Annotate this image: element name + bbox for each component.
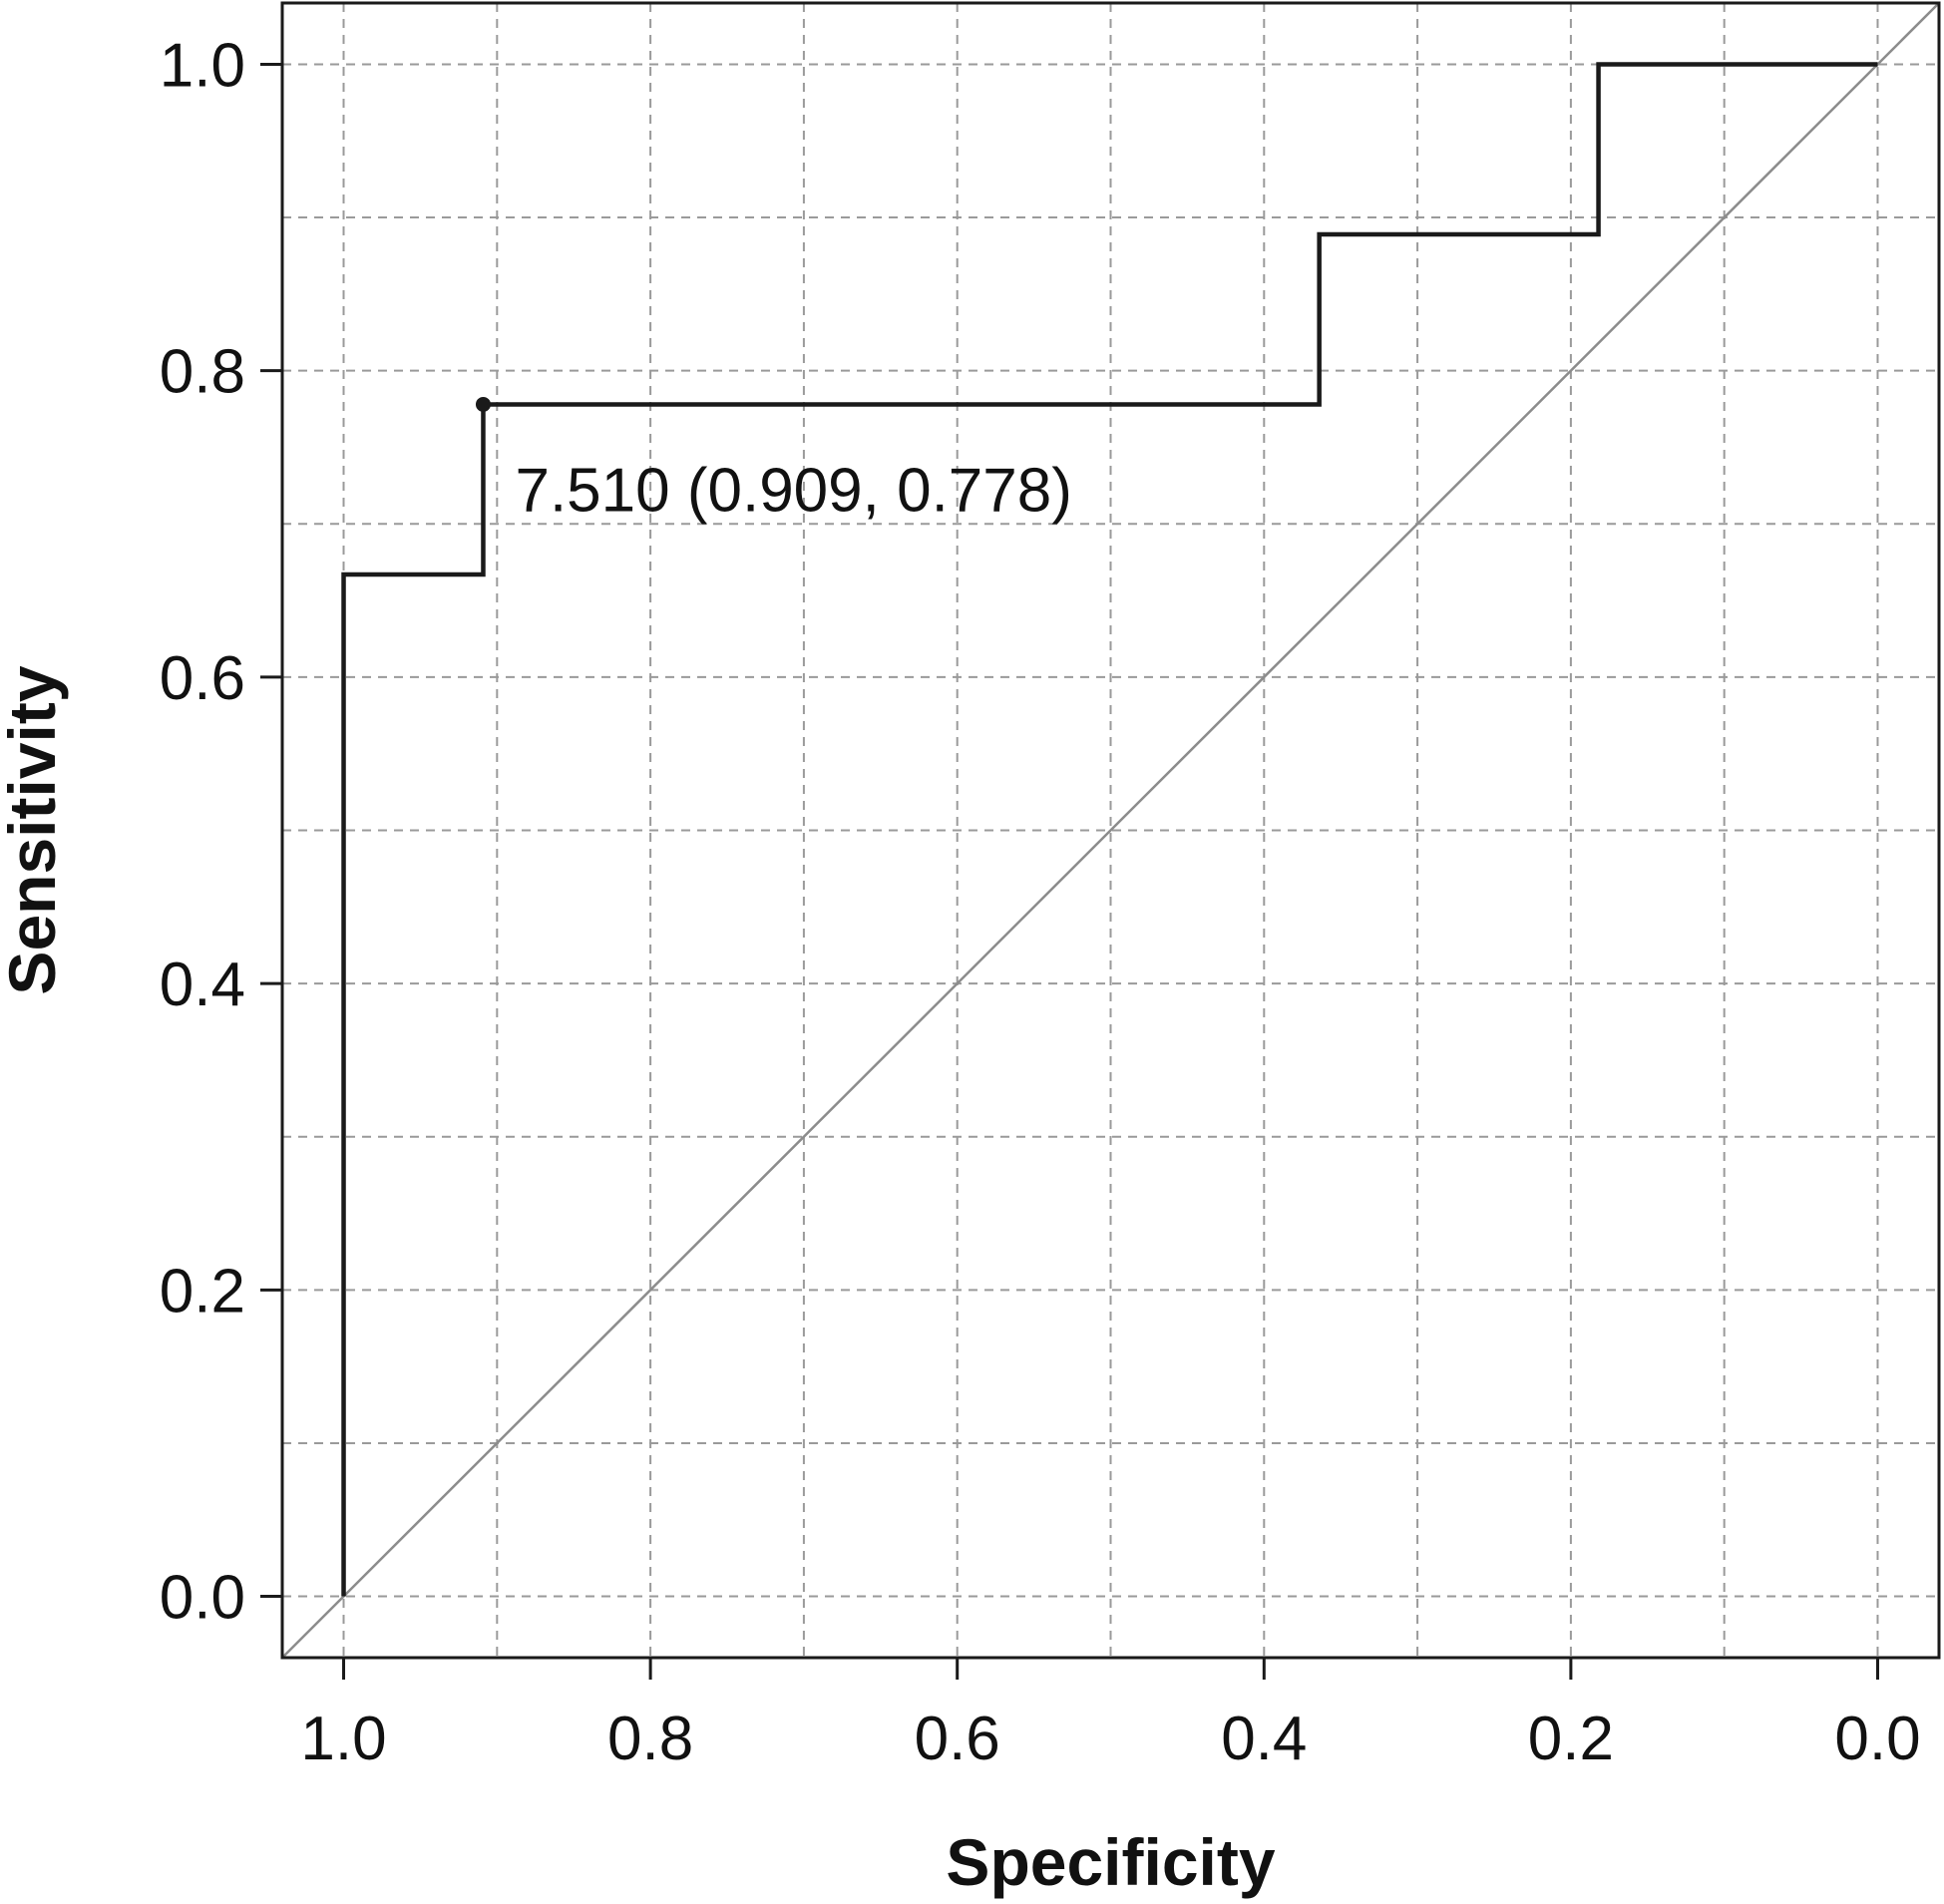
label-layer: Specificity Sensitivity 7.510 (0.909, 0.… [0,456,1276,1899]
x-tick-label: 0.0 [1834,1705,1920,1773]
y-tick-label: 1.0 [160,31,245,100]
y-axis-title: Sensitivity [0,665,69,994]
x-tick-label: 0.6 [915,1705,1000,1773]
optimal-threshold-point [475,396,491,412]
reference-line-layer [281,2,1940,1659]
optimal-threshold-annotation: 7.510 (0.909, 0.778) [515,456,1071,525]
y-tick-label: 0.2 [160,1257,245,1326]
y-tick-label: 0.4 [160,951,245,1019]
x-tick-label: 1.0 [300,1705,386,1773]
x-tick-label: 0.2 [1528,1705,1614,1773]
y-tick-label: 0.6 [160,644,245,713]
frame-layer [280,1,1941,1660]
x-axis-title: Specificity [946,1825,1275,1899]
roc-curve [341,62,1878,1597]
x-tick-label: 0.8 [607,1705,693,1773]
plot-frame [280,1,1941,1660]
tick-layer: 1.0 0.8 0.6 0.4 0.2 0.0 0.0 0.2 0.4 0.6 0.8 1.0 [160,31,1921,1773]
y-tick-label: 0.0 [160,1564,245,1633]
y-tick-label: 0.8 [160,338,245,407]
grid-layer [282,3,1939,1658]
x-tick-label: 0.4 [1221,1705,1307,1773]
series-layer [341,62,1878,1597]
reference-diagonal [281,2,1940,1659]
